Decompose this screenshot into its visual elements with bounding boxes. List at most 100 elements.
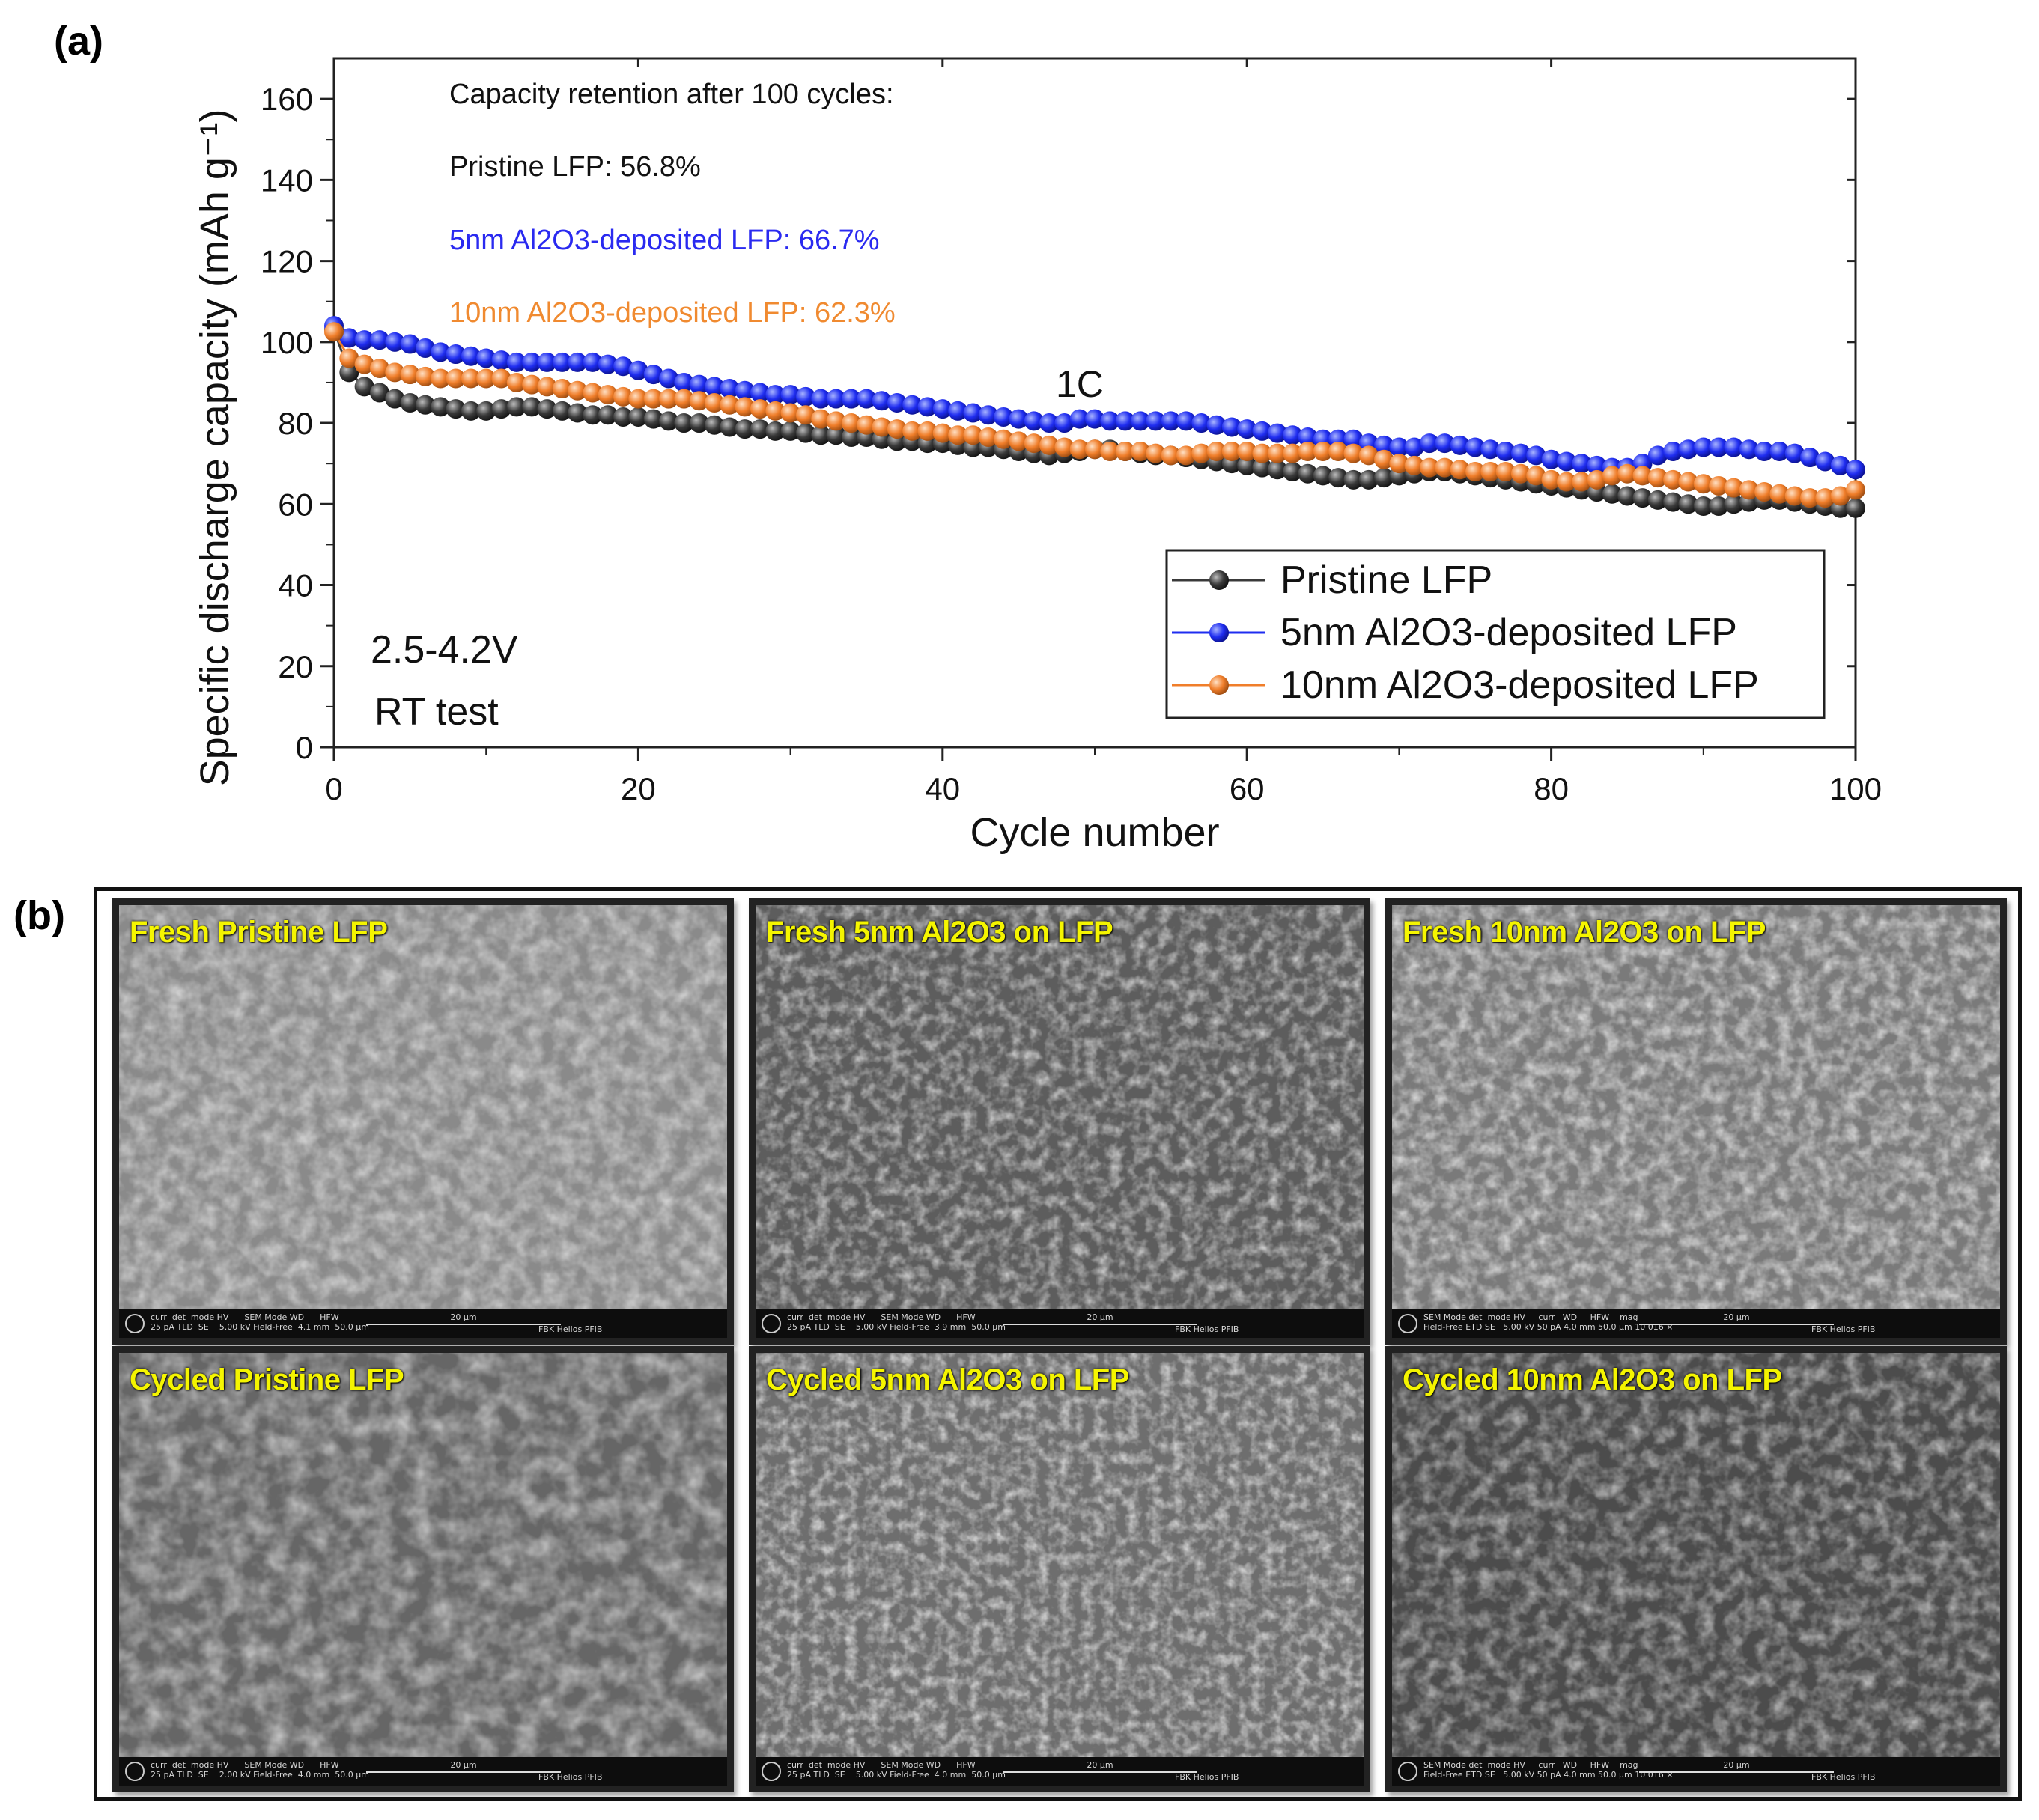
data-point	[400, 334, 420, 354]
data-point	[1541, 449, 1561, 469]
data-point	[1495, 462, 1516, 481]
data-point	[1206, 415, 1227, 435]
data-point	[628, 407, 648, 427]
data-point	[1389, 454, 1409, 474]
data-point	[1009, 431, 1029, 451]
data-point	[1526, 466, 1546, 486]
sem-instrument: FBK Helios PFIB	[1175, 1772, 1239, 1782]
data-point	[720, 379, 740, 399]
data-point	[568, 352, 588, 372]
series-1	[324, 316, 1865, 480]
sem-micrograph	[756, 905, 1364, 1338]
data-point	[1709, 496, 1729, 516]
data-point	[1358, 445, 1379, 466]
sem-instrument: FBK Helios PFIB	[538, 1324, 603, 1334]
sem-title: Cycled 10nm Al2O3 on LFP	[1403, 1363, 1782, 1396]
data-point	[506, 397, 526, 417]
data-point	[659, 389, 679, 409]
data-point	[1846, 460, 1865, 480]
data-point	[1252, 457, 1272, 478]
data-point	[1420, 433, 1440, 454]
legend-item-10nm: 10nm Al2O3-deposited LFP	[1172, 663, 1759, 707]
data-point	[780, 403, 800, 423]
data-point	[1830, 455, 1850, 475]
data-point	[674, 413, 694, 433]
data-point	[583, 383, 603, 403]
capacity-chart: 0 20 40 60 80 100 120 140 160 0 20 40 60 80 100 Cycle…	[192, 57, 1882, 855]
data-point	[598, 385, 618, 405]
data-point	[1769, 441, 1790, 461]
data-point	[674, 372, 694, 392]
data-point	[1176, 445, 1196, 466]
data-point	[1221, 417, 1242, 437]
data-point	[446, 399, 466, 419]
data-point	[1343, 469, 1364, 490]
data-point	[780, 385, 800, 405]
data-point	[1495, 441, 1516, 461]
data-point	[780, 421, 800, 441]
sem-micrograph	[1392, 1353, 2000, 1786]
data-point	[674, 389, 694, 409]
data-point	[415, 366, 435, 386]
data-point	[354, 330, 374, 350]
data-point	[522, 352, 542, 372]
y-tick-label: 80	[278, 406, 313, 441]
data-point	[1009, 409, 1029, 429]
data-point	[339, 348, 359, 368]
sem-micrograph	[756, 1353, 1364, 1786]
data-point	[1237, 455, 1257, 475]
data-point	[1815, 488, 1835, 508]
data-point	[917, 397, 938, 417]
data-point	[1024, 411, 1044, 431]
data-point	[552, 401, 572, 421]
data-point	[1724, 494, 1744, 514]
data-point	[705, 377, 724, 397]
data-point	[1617, 463, 1638, 484]
data-point	[431, 397, 451, 417]
sem-figure-frame	[94, 887, 2022, 1801]
data-point	[963, 403, 983, 423]
sem-scale-label: 20 µm	[450, 1312, 477, 1322]
data-point	[1267, 423, 1287, 443]
data-point	[826, 411, 846, 431]
retention-pristine: Pristine LFP: 56.8%	[449, 151, 701, 183]
data-point	[1130, 441, 1150, 461]
y-tick-label: 120	[261, 244, 313, 279]
data-point	[1404, 455, 1424, 475]
data-point	[476, 348, 496, 368]
data-point	[750, 419, 770, 439]
sem-tile-fresh-5nm: Fresh 5nm Al2O3 on LFP curr det mode HV …	[749, 898, 1370, 1345]
data-point	[1252, 421, 1272, 441]
data-point	[1754, 482, 1775, 502]
data-point	[1100, 411, 1120, 431]
sem-instrument: FBK Helios PFIB	[1811, 1772, 1876, 1782]
data-point	[1267, 460, 1287, 480]
data-point	[932, 423, 952, 443]
data-point	[461, 368, 481, 389]
data-point	[583, 405, 603, 425]
data-point	[1161, 445, 1181, 466]
data-point	[1784, 486, 1805, 506]
data-point	[1693, 437, 1713, 457]
data-point	[750, 383, 770, 403]
data-point	[369, 330, 389, 350]
fei-logo-icon	[762, 1762, 781, 1781]
data-point	[1510, 443, 1531, 463]
series-layer	[324, 316, 1865, 518]
data-point	[643, 389, 663, 409]
data-point	[461, 346, 481, 366]
sem-meta: curr det mode HV SEM Mode WD HFW 25 pA T…	[787, 1760, 1006, 1780]
data-point	[385, 362, 405, 383]
legend: Pristine LFP 5nm Al2O3-deposited LFP 10n…	[1165, 549, 1826, 719]
sem-info-bar: curr det mode HV SEM Mode WD HFW 25 pA T…	[756, 1309, 1364, 1338]
data-point	[461, 401, 481, 421]
sem-tile-fresh-pristine: Fresh Pristine LFP curr det mode HV SEM …	[112, 898, 734, 1345]
data-point	[568, 380, 588, 401]
data-point	[628, 360, 648, 380]
data-point	[643, 409, 663, 429]
data-point	[1739, 439, 1759, 460]
data-point	[1389, 437, 1409, 457]
y-tick-label: 160	[261, 82, 313, 117]
data-point	[1267, 443, 1287, 463]
data-point	[1085, 409, 1104, 429]
